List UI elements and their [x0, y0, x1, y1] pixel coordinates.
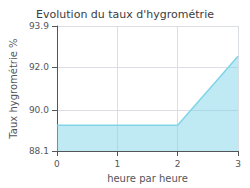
svg-text:90.0: 90.0 — [29, 105, 49, 115]
svg-text:Taux hygrométrie %: Taux hygrométrie % — [8, 38, 19, 139]
svg-text:Evolution du taux d'hygrométri: Evolution du taux d'hygrométrie — [36, 8, 214, 21]
svg-text:3: 3 — [235, 159, 241, 169]
svg-text:2: 2 — [175, 159, 181, 169]
svg-text:heure par heure: heure par heure — [107, 173, 188, 184]
svg-text:92.0: 92.0 — [29, 62, 49, 72]
svg-text:1: 1 — [114, 159, 120, 169]
svg-text:0: 0 — [54, 159, 60, 169]
svg-text:88.1: 88.1 — [29, 146, 49, 156]
svg-text:93.9: 93.9 — [29, 21, 49, 31]
